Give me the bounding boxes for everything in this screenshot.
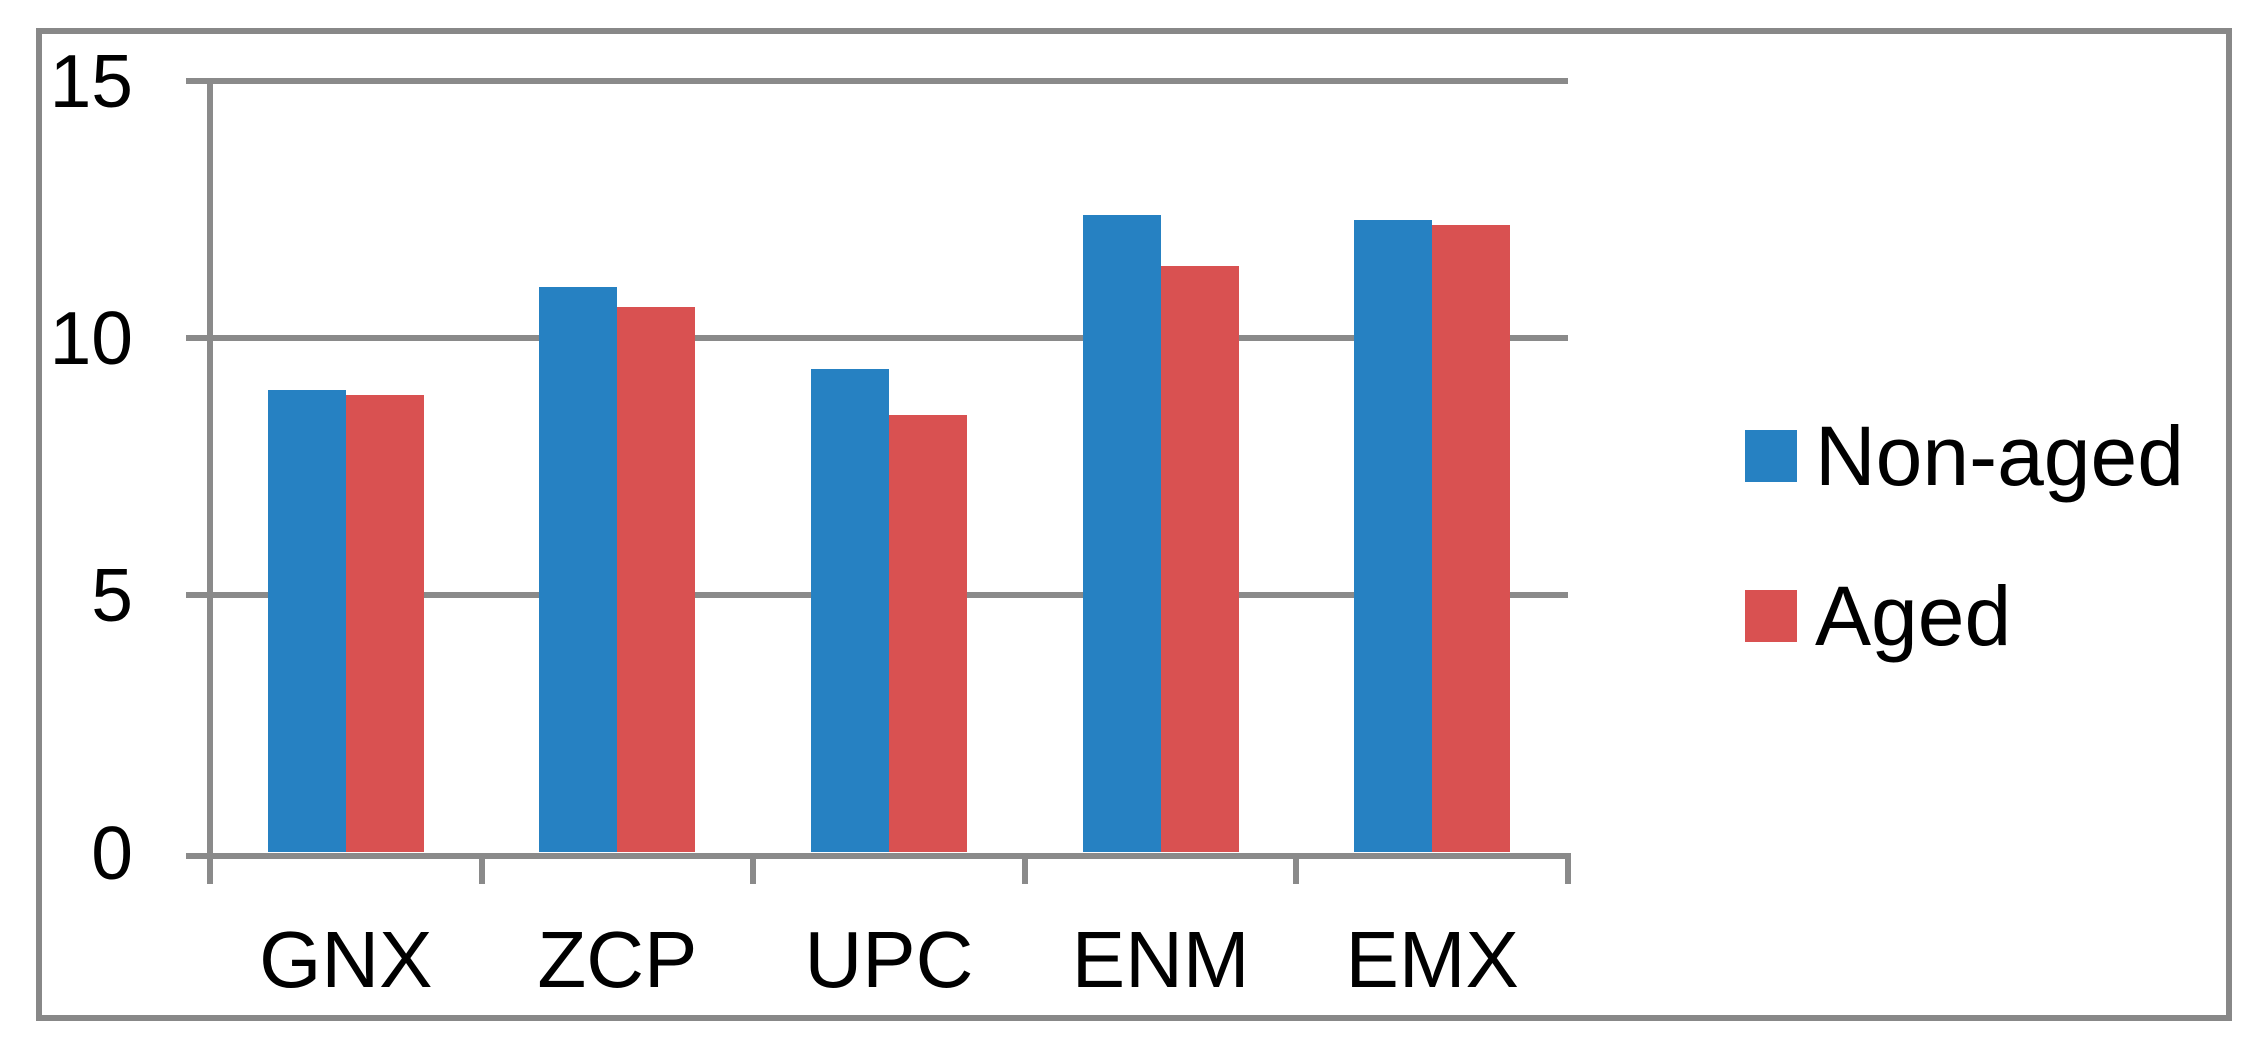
bar-aged-upc [889, 415, 967, 853]
category-label-upc: UPC [804, 915, 974, 1004]
category-label-emx: EMX [1345, 915, 1519, 1004]
bar-nonaged-gnx [267, 389, 346, 853]
category-label-zcp: ZCP [537, 915, 698, 1004]
y-tick-label-0: 0 [91, 810, 133, 895]
bar-nonaged-zcp [539, 286, 618, 853]
bar-aged-enm [1160, 266, 1239, 853]
x-tick-mark-1 [478, 852, 485, 884]
bar-aged-zcp [617, 307, 696, 853]
x-tick-mark-2 [750, 852, 757, 884]
x-axis-line [186, 852, 1568, 859]
legend-swatch-nonaged [1745, 430, 1797, 482]
bar-aged-gnx [345, 394, 424, 853]
bar-aged-emx [1432, 225, 1511, 853]
bar-nonaged-emx [1354, 219, 1433, 853]
category-label-enm: ENM [1071, 915, 1250, 1004]
x-tick-mark-3 [1021, 852, 1028, 884]
y-tick-label-10: 10 [49, 296, 133, 381]
x-tick-mark-0 [207, 852, 213, 884]
y-axis-line [207, 78, 213, 884]
y-tick-label-15: 15 [49, 39, 133, 123]
gridline-10 [186, 335, 1568, 342]
x-tick-mark-4 [1293, 852, 1300, 884]
legend-entry-nonaged: Non-aged [1745, 409, 2184, 503]
bar-nonaged-enm [1082, 214, 1161, 853]
bar-nonaged-upc [811, 369, 889, 853]
x-tick-mark-5 [1565, 852, 1571, 884]
category-label-gnx: GNX [259, 915, 433, 1004]
y-tick-label-5: 5 [91, 553, 133, 638]
gridline-15 [186, 78, 1568, 84]
legend-entry-aged: Aged [1745, 569, 2012, 663]
legend-swatch-aged [1745, 590, 1797, 642]
legend-label-nonaged: Non-aged [1815, 409, 2184, 503]
legend-label-aged: Aged [1815, 569, 2012, 663]
